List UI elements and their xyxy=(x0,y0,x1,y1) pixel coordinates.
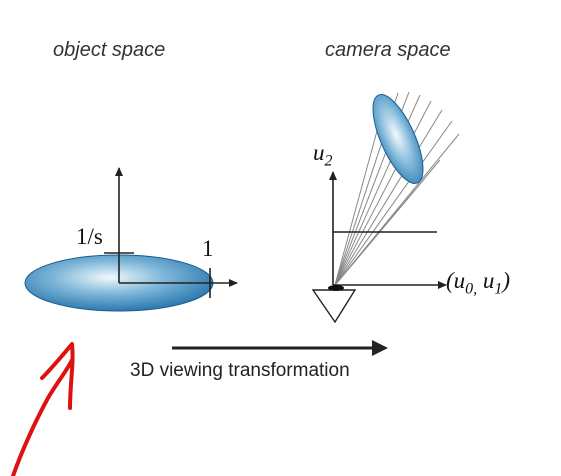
camera-u01-label: (u0, u1) xyxy=(446,268,510,299)
camera-u2-letter: u xyxy=(313,140,325,165)
camera-u1-subscript: 1 xyxy=(494,280,503,298)
camera-u01-mid: u xyxy=(477,268,495,293)
camera-eye-pupil xyxy=(328,285,344,291)
camera-u0-subscript: 0, xyxy=(465,280,478,298)
camera-u01-open: (u xyxy=(446,268,466,293)
camera-u2-label: u2 xyxy=(313,140,333,171)
object-inv-s-label: 1/s xyxy=(76,224,103,249)
camera-u2-subscript: 2 xyxy=(324,152,333,170)
red-annotation-arrow xyxy=(11,342,75,476)
camera-space-heading: camera space xyxy=(325,39,451,61)
transform-arrow-head xyxy=(372,340,388,356)
object-one-label: 1 xyxy=(202,236,214,261)
camera-ellipse xyxy=(372,94,424,184)
transform-label: 3D viewing transformation xyxy=(130,360,350,381)
camera-u01-close: ) xyxy=(502,268,511,293)
camera-eye-icon xyxy=(311,289,357,324)
object-space-heading: object space xyxy=(53,39,166,61)
